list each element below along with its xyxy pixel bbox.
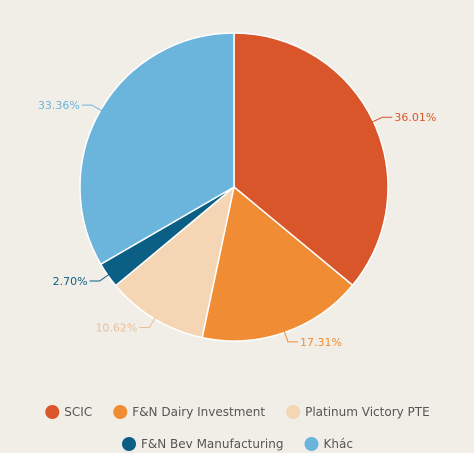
- data-label-khac: 33.36%: [38, 99, 80, 112]
- leader-line-fandn-bev-manufacturing: [89, 273, 110, 282]
- legend-label-fandn-dairy-investment: F&N Dairy Investment: [132, 405, 265, 419]
- leader-line-scic: [371, 116, 393, 123]
- pie-slices: [79, 32, 389, 342]
- leader-lines: [81, 104, 393, 343]
- legend-swatch-platinum-victory-pte: [286, 405, 301, 419]
- legend-item-platinum-victory-pte: Platinum Victory PTE: [286, 405, 430, 419]
- legend-label-fandn-bev-manufacturing: F&N Bev Manufacturing: [141, 437, 283, 451]
- data-label-fandn-bev-manufacturing: 2.70%: [53, 275, 88, 288]
- legend-item-fandn-bev-manufacturing: F&N Bev Manufacturing: [122, 437, 283, 451]
- leader-line-platinum-victory-pte: [139, 316, 157, 328]
- legend-swatch-fandn-dairy-investment: [113, 405, 128, 419]
- legend-label-platinum-victory-pte: Platinum Victory PTE: [305, 405, 430, 419]
- legend-swatch-fandn-bev-manufacturing: [122, 437, 136, 451]
- legend-item-scic: SCIC: [45, 405, 92, 419]
- legend-item-khac: Khác: [304, 437, 353, 451]
- leader-line-fandn-dairy-investment: [283, 330, 298, 343]
- legend-item-fandn-dairy-investment: F&N Dairy Investment: [113, 405, 265, 419]
- data-label-platinum-victory-pte: 10.62%: [95, 322, 137, 335]
- legend-label-scic: SCIC: [64, 405, 92, 419]
- legend-swatch-khac: [304, 437, 319, 451]
- legend-swatch-scic: [45, 405, 60, 419]
- data-label-scic: 36.01%: [394, 111, 436, 124]
- data-label-fandn-dairy-investment: 17.31%: [300, 336, 342, 349]
- legend: SCIC F&N Dairy Investment Platinum Victory…: [45, 405, 430, 451]
- legend-label-khac: Khác: [324, 437, 353, 451]
- leader-line-khac: [81, 104, 103, 112]
- data-labels: 36.01% 17.31% 10.62% 2.70% 33.36%: [38, 99, 436, 349]
